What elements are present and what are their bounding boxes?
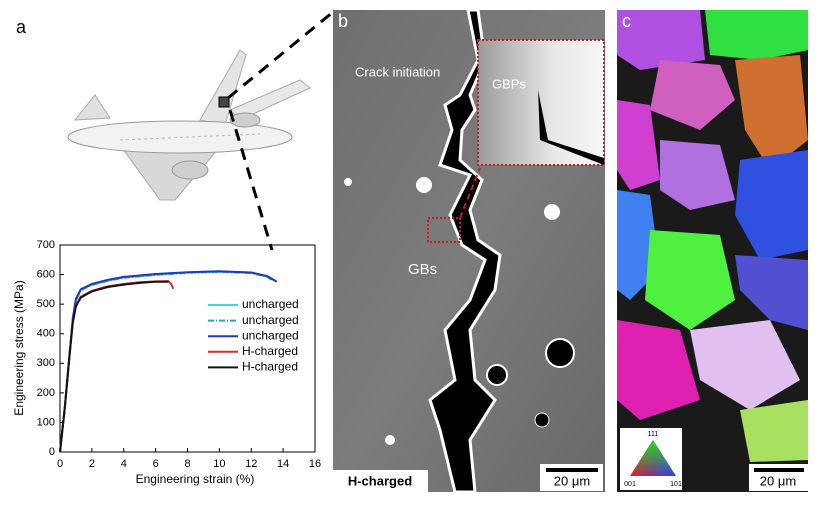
zoom-line — [227, 10, 334, 100]
x-tick-label: 2 — [89, 458, 95, 470]
y-tick-label: 600 — [37, 268, 55, 280]
stress-strain-chart: Engineering strain (%) Engineering stres… — [12, 239, 321, 486]
x-axis-label: Engineering strain (%) — [136, 472, 255, 486]
annotation: Crack initiation — [355, 64, 440, 79]
caption: H-charged — [348, 473, 412, 488]
legend-label: uncharged — [242, 297, 299, 311]
y-tick-label: 700 — [37, 239, 55, 251]
y-tick-label: 200 — [37, 387, 55, 399]
series-line — [59, 280, 169, 453]
series-line — [59, 280, 175, 453]
x-tick-label: 10 — [213, 458, 225, 470]
x-tick-label: 14 — [277, 458, 289, 470]
panel-label: a — [16, 17, 27, 37]
legend-label: H-charged — [242, 344, 298, 358]
sem-image — [333, 8, 605, 494]
x-tick-label: 4 — [121, 458, 127, 470]
x-tick-label: 0 — [57, 458, 63, 470]
airplane — [67, 49, 311, 201]
y-tick-label: 100 — [37, 416, 55, 428]
legend-label: H-charged — [242, 360, 298, 374]
panel-label: c — [622, 11, 631, 31]
annotation: GBPs — [492, 76, 526, 91]
ipf-label: 001 — [624, 481, 636, 488]
ipf-label: 111 — [648, 431, 659, 438]
scale-bar-label: 20 μm — [554, 473, 590, 488]
y-tick-label: 0 — [49, 446, 55, 458]
scale-bar-label: 20 μm — [760, 473, 796, 488]
y-tick-label: 500 — [37, 298, 55, 310]
ebsd-map — [617, 10, 808, 492]
y-axis-label: Engineering stress (MPa) — [12, 280, 26, 415]
x-tick-label: 8 — [184, 458, 190, 470]
annotation: GBs — [408, 261, 437, 278]
legend-label: uncharged — [242, 328, 299, 342]
x-tick-label: 16 — [309, 458, 321, 470]
y-tick-label: 300 — [37, 357, 55, 369]
ipf-label: 101 — [670, 481, 682, 488]
zoom-line — [228, 109, 274, 251]
panel-label: b — [338, 11, 348, 31]
x-tick-label: 12 — [245, 458, 257, 470]
legend-label: uncharged — [242, 313, 299, 327]
y-tick-label: 400 — [37, 328, 55, 340]
x-tick-label: 6 — [153, 458, 159, 470]
